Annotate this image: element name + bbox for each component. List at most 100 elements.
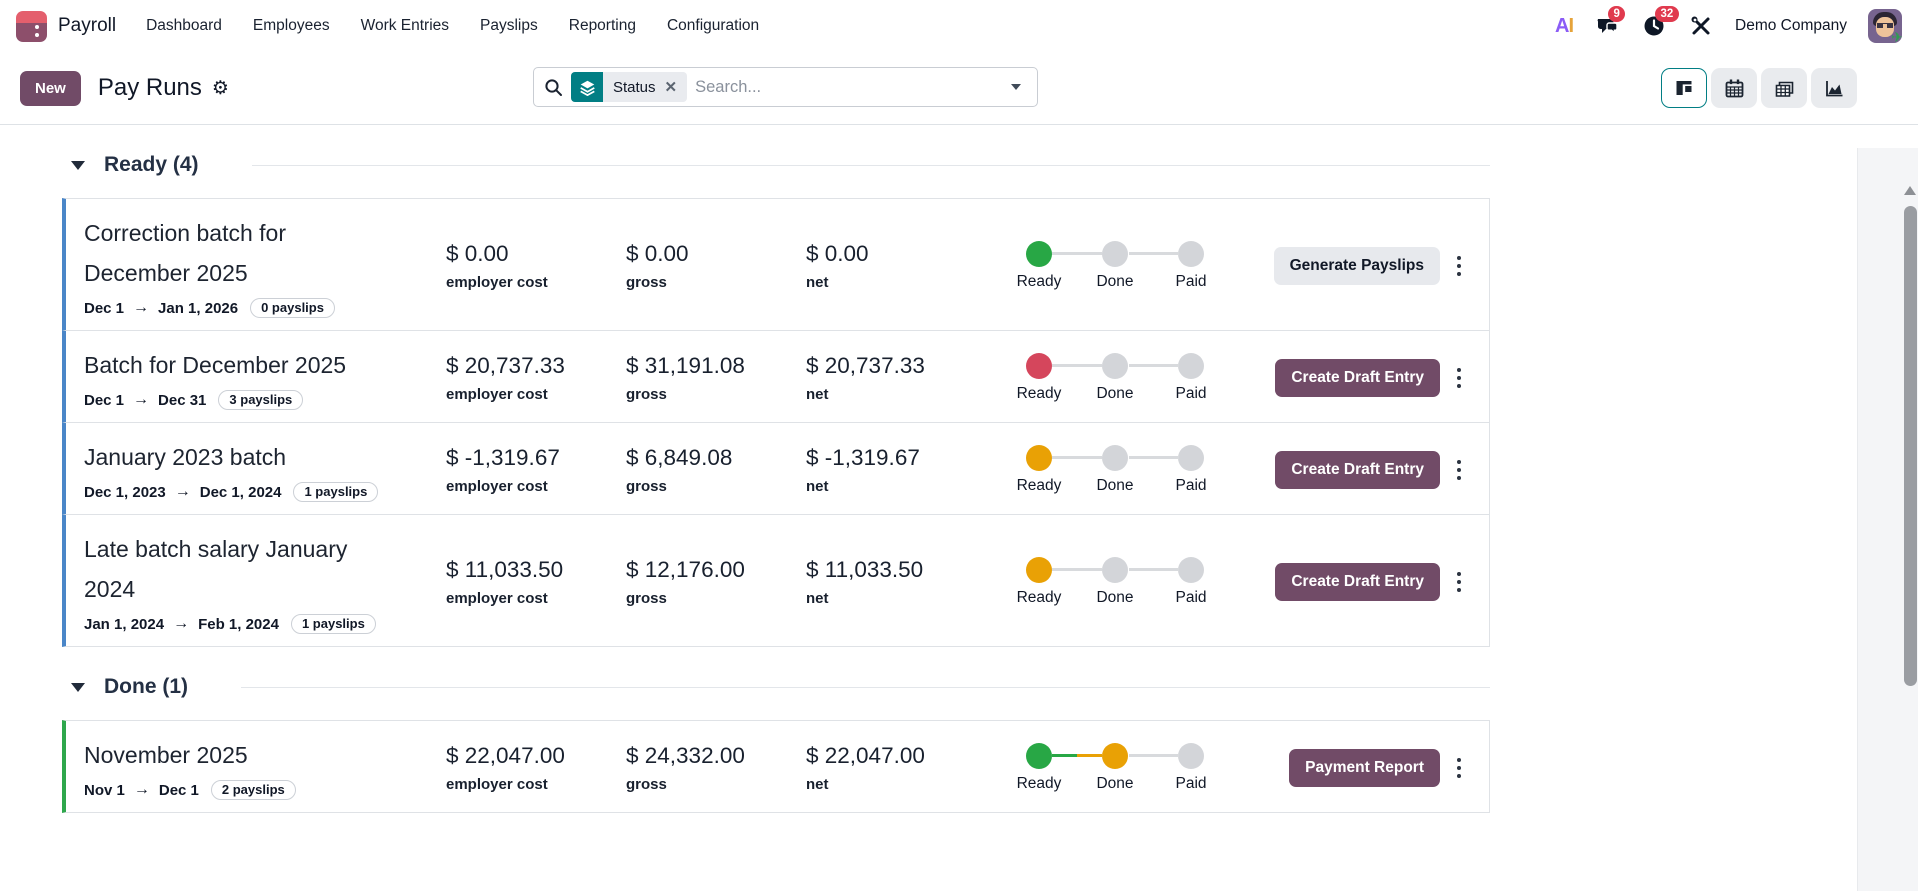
nav-item-dashboard[interactable]: Dashboard	[146, 17, 222, 34]
step-paid: Paid	[1153, 556, 1229, 607]
row-action-button[interactable]: Generate Payslips	[1273, 246, 1440, 285]
pay-run-main: November 2025 Nov 1 Dec 1 2 payslips	[66, 735, 446, 800]
row-action-button[interactable]: Create Draft Entry	[1275, 358, 1440, 397]
date-from: Nov 1	[84, 781, 125, 799]
arrow-right-icon	[133, 299, 149, 317]
date-to: Feb 1, 2024	[198, 615, 279, 633]
nav-item-work-entries[interactable]: Work Entries	[360, 17, 450, 34]
caret-down-icon	[71, 160, 85, 170]
search-icon	[545, 78, 562, 96]
step-done: Done	[1077, 742, 1153, 793]
debug-tools-button[interactable]	[1688, 13, 1714, 39]
messages-button[interactable]: 9	[1594, 6, 1626, 39]
nav-item-payslips[interactable]: Payslips	[480, 17, 538, 34]
net-label: net	[806, 775, 829, 793]
step-done: Done	[1077, 352, 1153, 403]
company-switcher[interactable]: Demo Company	[1735, 17, 1847, 34]
step-circle[interactable]	[1026, 352, 1052, 379]
pay-run-card[interactable]: Batch for December 2025 Dec 1 Dec 31 3 p…	[62, 330, 1490, 423]
row-kebab-menu[interactable]	[1453, 457, 1465, 483]
status-stepper: Ready Done Paid	[1001, 240, 1231, 291]
date-from: Dec 1	[84, 391, 125, 409]
step-circle[interactable]	[1178, 556, 1204, 583]
pay-run-card[interactable]: November 2025 Nov 1 Dec 1 2 payslips $ 2…	[62, 720, 1490, 813]
date-to: Jan 1, 2026	[158, 299, 239, 317]
gross-label: gross	[626, 589, 667, 607]
pay-run-card[interactable]: Late batch salary January 2024 Jan 1, 20…	[62, 514, 1490, 647]
row-action-button[interactable]: Payment Report	[1289, 748, 1440, 787]
payroll-app-icon[interactable]	[16, 10, 47, 42]
step-paid: Paid	[1153, 742, 1229, 793]
view-graph-button[interactable]	[1811, 68, 1857, 108]
search-bar[interactable]: Status ✕	[533, 67, 1038, 107]
view-kanban-button[interactable]	[1661, 68, 1707, 108]
gross-metric: $ 0.00 gross	[626, 241, 806, 291]
pay-run-main: Batch for December 2025 Dec 1 Dec 31 3 p…	[66, 345, 446, 410]
pay-run-card[interactable]: Correction batch for December 2025 Dec 1…	[62, 198, 1490, 331]
gross-value: $ 0.00	[626, 240, 689, 266]
status-stepper: Ready Done Paid	[1001, 742, 1231, 793]
step-circle[interactable]	[1102, 240, 1128, 267]
step-circle[interactable]	[1102, 742, 1128, 769]
employer-cost-label: employer cost	[446, 775, 548, 793]
step-label: Done	[1096, 384, 1134, 402]
view-calendar-button[interactable]	[1711, 68, 1757, 108]
card-actions: Create Draft Entry	[1231, 450, 1489, 489]
gross-label: gross	[626, 385, 667, 403]
scrollbar-thumb[interactable]	[1904, 206, 1917, 686]
search-dropdown-toggle[interactable]	[1003, 79, 1029, 95]
cog-menu-icon[interactable]: ⚙	[211, 77, 229, 99]
net-value: $ 22,047.00	[806, 742, 925, 768]
payslips-count-badge: 1 payslips	[290, 614, 376, 634]
group-rows: November 2025 Nov 1 Dec 1 2 payslips $ 2…	[62, 720, 1490, 813]
step-circle[interactable]	[1102, 352, 1128, 379]
facet-remove-icon[interactable]: ✕	[664, 79, 678, 96]
group-header[interactable]: Done (1)	[62, 670, 1490, 704]
step-connector	[1052, 456, 1102, 459]
ai-assistant-icon[interactable]: AI	[1554, 14, 1574, 37]
pay-run-dates: Jan 1, 2024 Feb 1, 2024 1 payslips	[84, 614, 446, 634]
net-metric: $ 20,737.33 net	[806, 353, 1001, 403]
row-kebab-menu[interactable]	[1453, 253, 1465, 279]
activities-button[interactable]: 32	[1641, 6, 1679, 39]
payslips-count-badge: 3 payslips	[218, 390, 304, 410]
pay-run-card[interactable]: January 2023 batch Dec 1, 2023 Dec 1, 20…	[62, 422, 1490, 515]
view-switcher	[1661, 68, 1857, 108]
step-paid: Paid	[1153, 240, 1229, 291]
nav-item-configuration[interactable]: Configuration	[666, 17, 760, 34]
step-circle[interactable]	[1026, 240, 1052, 267]
step-circle[interactable]	[1178, 240, 1204, 267]
step-circle[interactable]	[1102, 556, 1128, 583]
employer-cost-value: $ -1,319.67	[446, 444, 560, 470]
card-actions: Generate Payslips	[1231, 246, 1489, 285]
step-circle[interactable]	[1178, 352, 1204, 379]
net-value: $ 0.00	[806, 240, 869, 266]
nav-item-reporting[interactable]: Reporting	[568, 17, 636, 34]
user-avatar[interactable]: ✈	[1868, 9, 1902, 43]
status-stepper: Ready Done Paid	[1001, 352, 1231, 403]
row-kebab-menu[interactable]	[1453, 755, 1465, 781]
scrollbar-up-arrow[interactable]	[1904, 186, 1916, 195]
step-circle[interactable]	[1178, 742, 1204, 769]
step-circle[interactable]	[1026, 742, 1052, 769]
step-circle[interactable]	[1102, 444, 1128, 471]
view-pivot-button[interactable]	[1761, 68, 1807, 108]
row-kebab-menu[interactable]	[1453, 365, 1465, 391]
new-button[interactable]: New	[20, 70, 81, 106]
step-circle[interactable]	[1026, 444, 1052, 471]
row-kebab-menu[interactable]	[1453, 569, 1465, 595]
step-circle[interactable]	[1178, 444, 1204, 471]
row-action-button[interactable]: Create Draft Entry	[1275, 562, 1440, 601]
app-name[interactable]: Payroll	[58, 15, 117, 36]
net-value: $ 20,737.33	[806, 352, 925, 378]
kebab-icon	[1457, 367, 1461, 388]
row-action-button[interactable]: Create Draft Entry	[1275, 450, 1440, 489]
pay-run-title: Correction batch for December 2025	[84, 220, 286, 286]
pay-run-title: Late batch salary January 2024	[84, 536, 348, 602]
step-circle[interactable]	[1026, 556, 1052, 583]
nav-item-employees[interactable]: Employees	[252, 17, 330, 34]
group-header[interactable]: Ready (4)	[62, 148, 1490, 182]
group-label: Ready (4)	[104, 153, 199, 176]
step-connector	[1129, 568, 1179, 571]
search-input[interactable]	[695, 77, 1003, 97]
